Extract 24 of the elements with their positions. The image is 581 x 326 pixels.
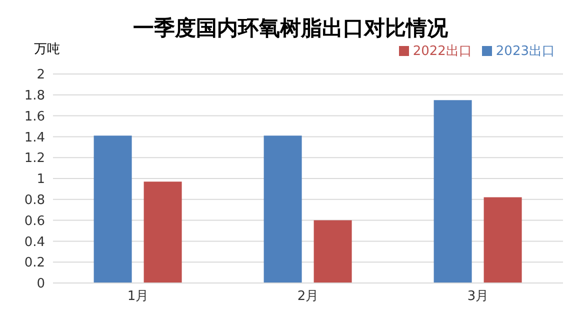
x-tick-label: 3月 (467, 289, 489, 304)
bar (434, 100, 472, 283)
bar (314, 220, 352, 283)
y-tick-label: 0 (36, 276, 45, 292)
bar (144, 182, 182, 283)
y-tick-label: 0.2 (24, 256, 45, 271)
legend-label: 2022出口 (412, 44, 472, 59)
chart-title: 一季度国内环氧树脂出口对比情况 (132, 14, 449, 42)
y-tick-label: 0.4 (24, 234, 45, 250)
y-tick-label: 0.6 (24, 214, 45, 229)
y-tick-label: 1.2 (24, 151, 45, 166)
x-tick-label: 2月 (297, 289, 319, 304)
y-axis-title: 万吨 (34, 41, 60, 58)
y-tick-label: 2 (36, 68, 45, 83)
bar (264, 136, 302, 283)
bar (94, 136, 132, 283)
y-tick-label: 1.4 (24, 130, 45, 146)
y-tick-label: 1.6 (24, 109, 45, 124)
y-tick-label: 1 (36, 172, 45, 188)
y-tick-label: 0.8 (24, 193, 45, 208)
bar (484, 197, 522, 283)
x-tick-label: 1月 (127, 289, 149, 304)
legend-label: 2023出口 (496, 44, 555, 59)
y-tick-label: 1.8 (24, 88, 45, 104)
